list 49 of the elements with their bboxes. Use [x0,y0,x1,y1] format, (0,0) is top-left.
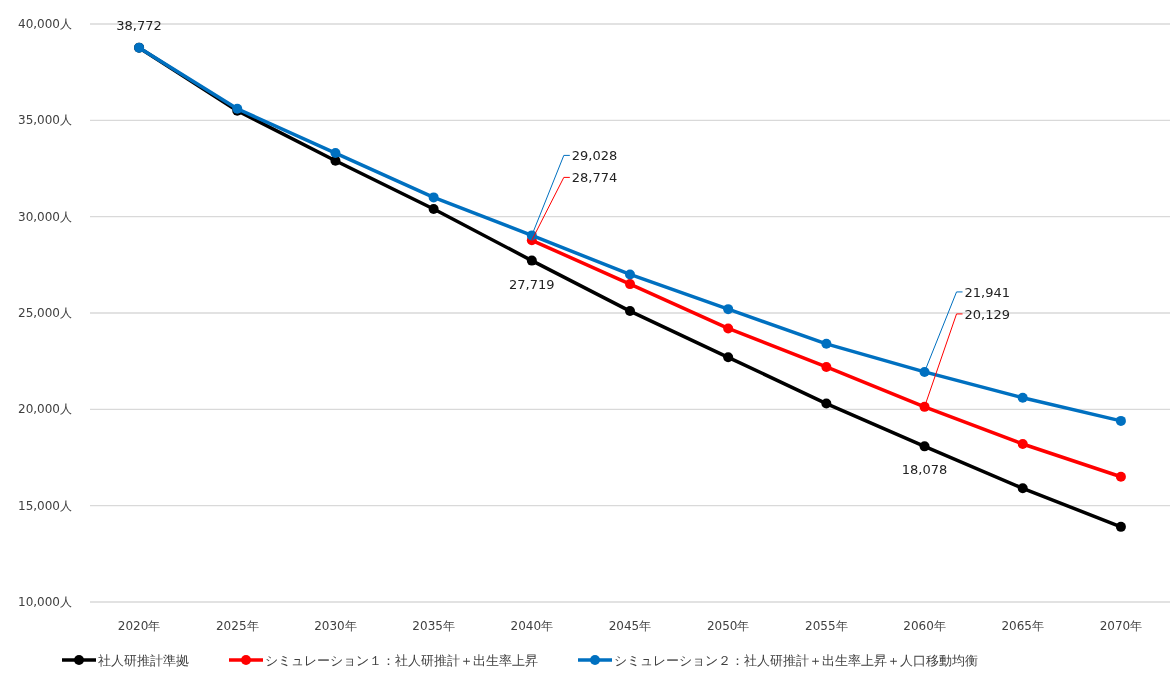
legend-label: シミュレーション１：社人研推計＋出生率上昇 [265,653,538,668]
x-tick-label: 2055年 [805,619,848,633]
point [1115,521,1126,532]
x-tick-label: 2060年 [903,619,946,633]
x-tick-label: 2070年 [1099,619,1143,633]
x-tick-label: 2030年 [314,619,357,633]
data-label: 38,772 [116,17,162,33]
y-tick-label: 35,000人 [18,113,72,128]
point [428,192,439,203]
x-tick-label: 2035年 [412,619,455,633]
data-label: 18,078 [901,462,948,478]
point [428,203,439,214]
point [919,441,930,452]
x-tick-label: 2045年 [608,619,652,633]
x-tick-label: 2065年 [1001,619,1044,633]
point [1017,439,1028,450]
point [330,148,341,159]
legend-label: シミュレーション２：社人研推計＋出生率上昇＋人口移動均衡 [614,653,978,668]
data-label: 29,028 [571,148,618,164]
point [821,398,832,409]
data-label: 28,774 [571,170,618,186]
point [1115,471,1126,482]
y-tick-label: 30,000人 [18,209,72,224]
point [1115,415,1126,426]
y-tick-label: 20,000人 [18,402,72,417]
point [625,279,635,290]
y-tick-label: 15,000人 [18,498,72,513]
y-tick-label: 10,000人 [18,595,72,609]
x-tick-label: 2050年 [706,619,750,633]
point [526,255,537,266]
data-label: 20,129 [964,306,1011,322]
x-tick-label: 2020年 [117,619,161,633]
data-label: 27,719 [509,276,555,292]
point [723,323,734,334]
x-tick-label: 2025年 [216,619,259,633]
point [1017,392,1028,403]
legend-label: 社人研推計準拠 [98,653,189,668]
point [625,306,635,317]
point [821,361,832,372]
y-tick-label: 40,000人 [18,17,72,31]
point [723,352,734,363]
point [1017,483,1028,494]
point [723,304,734,315]
data-label: 21,941 [964,284,1011,300]
point [821,338,832,349]
point [625,269,635,280]
point [919,366,930,377]
y-tick-label: 25,000人 [18,306,72,320]
x-tick-label: 2040年 [510,619,554,633]
